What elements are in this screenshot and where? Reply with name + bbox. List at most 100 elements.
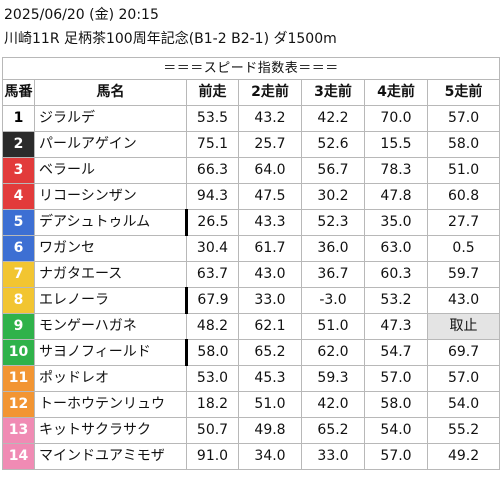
horse-number-cell: 9 bbox=[2, 313, 35, 340]
column-header-last-race: 前走 bbox=[186, 79, 239, 106]
horse-number-cell: 11 bbox=[2, 365, 35, 392]
speed-index-cell-4: 15.5 bbox=[364, 131, 428, 158]
horse-name-cell: ポッドレオ bbox=[34, 365, 187, 392]
speed-index-cell-1: 58.0 bbox=[186, 339, 239, 366]
table-row: 14 マインドユアミモザ 91.0 34.0 33.0 57.0 49.2 bbox=[2, 443, 501, 470]
speed-index-cell-5: 51.0 bbox=[426, 157, 501, 184]
speed-index-cell-4: 54.0 bbox=[364, 417, 428, 444]
horse-name-cell: リコーシンザン bbox=[34, 183, 187, 210]
table-row: 8 エレノーラ 67.9 33.0 -3.0 53.2 43.0 bbox=[2, 287, 501, 314]
table-row: 10 サヨノフィールド 58.0 65.2 62.0 54.7 69.7 bbox=[2, 339, 501, 366]
speed-index-cell-3: 33.0 bbox=[301, 443, 365, 470]
speed-index-cell-1: 50.7 bbox=[186, 417, 239, 444]
speed-index-cell-3: 52.6 bbox=[301, 131, 365, 158]
speed-index-cell-2: 51.0 bbox=[238, 391, 302, 418]
speed-index-cell-5: 43.0 bbox=[426, 287, 501, 314]
horse-number-cell: 6 bbox=[2, 235, 35, 262]
speed-index-cell-5: 59.7 bbox=[426, 261, 501, 288]
table-row: 6 ワガンセ 30.4 61.7 36.0 63.0 0.5 bbox=[2, 235, 501, 262]
speed-index-cell-4: 53.2 bbox=[364, 287, 428, 314]
speed-index-cell-5: 27.7 bbox=[426, 209, 501, 236]
column-header-horse-name: 馬名 bbox=[34, 79, 187, 106]
speed-index-cell-2: 61.7 bbox=[238, 235, 302, 262]
speed-index-cell-4: 78.3 bbox=[364, 157, 428, 184]
horse-number-cell: 3 bbox=[2, 157, 35, 184]
speed-index-cell-2: 47.5 bbox=[238, 183, 302, 210]
speed-index-cell-3: 59.3 bbox=[301, 365, 365, 392]
table-row: 2 パールアゲイン 75.1 25.7 52.6 15.5 58.0 bbox=[2, 131, 501, 158]
speed-index-cell-1: 26.5 bbox=[186, 209, 239, 236]
speed-index-cell-5: 60.8 bbox=[426, 183, 501, 210]
speed-index-cell-5: 0.5 bbox=[426, 235, 501, 262]
horse-name-cell: デアシュトゥルム bbox=[34, 209, 188, 236]
speed-index-cell-1: 67.9 bbox=[186, 287, 239, 314]
table-row: 11 ポッドレオ 53.0 45.3 59.3 57.0 57.0 bbox=[2, 365, 501, 392]
speed-index-cell-3: 52.3 bbox=[301, 209, 365, 236]
speed-index-cell-3: 42.0 bbox=[301, 391, 365, 418]
speed-index-cell-1: 75.1 bbox=[186, 131, 239, 158]
speed-index-cell-3: 36.0 bbox=[301, 235, 365, 262]
speed-index-cell-2: 43.3 bbox=[238, 209, 302, 236]
table-title: ＝＝＝スピード指数表＝＝＝ bbox=[1, 57, 501, 80]
speed-index-cell-2: 62.1 bbox=[238, 313, 302, 340]
horse-name-cell: ナガタエース bbox=[34, 261, 187, 288]
horse-name-cell: ジラルデ bbox=[34, 105, 187, 132]
speed-index-cell-3: -3.0 bbox=[301, 287, 365, 314]
speed-index-cell-3: 42.2 bbox=[301, 105, 365, 132]
speed-index-cell-4: 63.0 bbox=[364, 235, 428, 262]
speed-index-cell-3: 51.0 bbox=[301, 313, 365, 340]
table-row: 1 ジラルデ 53.5 43.2 42.2 70.0 57.0 bbox=[2, 105, 501, 132]
speed-index-cell-1: 48.2 bbox=[186, 313, 239, 340]
table-row: 12 トーホウテンリュウ 18.2 51.0 42.0 58.0 54.0 bbox=[2, 391, 501, 418]
speed-index-cell-3: 65.2 bbox=[301, 417, 365, 444]
table-row: 9 モンゲーハガネ 48.2 62.1 51.0 47.3 取止 bbox=[2, 313, 501, 340]
table-row: 13 キットサクラサク 50.7 49.8 65.2 54.0 55.2 bbox=[2, 417, 501, 444]
table-row: 7 ナガタエース 63.7 43.0 36.7 60.3 59.7 bbox=[2, 261, 501, 288]
speed-index-cell-2: 43.0 bbox=[238, 261, 302, 288]
table-header-row: 馬番 馬名 前走 2走前 3走前 4走前 5走前 bbox=[2, 79, 501, 106]
horse-number-cell: 5 bbox=[2, 209, 35, 236]
speed-index-table: ＝＝＝スピード指数表＝＝＝ 馬番 馬名 前走 2走前 3走前 4走前 5走前 1… bbox=[1, 57, 501, 470]
horse-name-cell: サヨノフィールド bbox=[34, 339, 188, 366]
speed-index-cell-3: 36.7 bbox=[301, 261, 365, 288]
speed-index-cell-2: 45.3 bbox=[238, 365, 302, 392]
speed-index-cell-5: 69.7 bbox=[426, 339, 501, 366]
column-header-number: 馬番 bbox=[2, 79, 35, 106]
speed-index-cell-4: 47.8 bbox=[364, 183, 428, 210]
horse-number-cell: 1 bbox=[2, 105, 35, 132]
column-header-3-races-ago: 3走前 bbox=[301, 79, 365, 106]
speed-index-cell-3: 30.2 bbox=[301, 183, 365, 210]
speed-index-cell-1: 30.4 bbox=[186, 235, 239, 262]
horse-name-cell: マインドユアミモザ bbox=[34, 443, 187, 470]
speed-index-cell-2: 34.0 bbox=[238, 443, 302, 470]
speed-index-cell-1: 91.0 bbox=[186, 443, 239, 470]
speed-index-cell-1: 94.3 bbox=[186, 183, 239, 210]
horse-number-cell: 14 bbox=[2, 443, 35, 470]
speed-index-cell-4: 57.0 bbox=[364, 365, 428, 392]
horse-name-cell: ワガンセ bbox=[34, 235, 187, 262]
horse-number-cell: 12 bbox=[2, 391, 35, 418]
speed-index-cell-5: 57.0 bbox=[426, 365, 501, 392]
column-header-5-races-ago: 5走前 bbox=[426, 79, 501, 106]
horse-number-cell: 8 bbox=[2, 287, 35, 314]
horse-name-cell: パールアゲイン bbox=[34, 131, 187, 158]
horse-name-cell: ベラール bbox=[34, 157, 187, 184]
speed-index-cell-4: 54.7 bbox=[364, 339, 428, 366]
speed-index-cell-2: 33.0 bbox=[238, 287, 302, 314]
speed-index-cell-2: 49.8 bbox=[238, 417, 302, 444]
speed-index-cell-2: 64.0 bbox=[238, 157, 302, 184]
horse-name-cell: トーホウテンリュウ bbox=[34, 391, 187, 418]
speed-index-cell-3: 56.7 bbox=[301, 157, 365, 184]
horse-number-cell: 10 bbox=[2, 339, 35, 366]
horse-number-cell: 7 bbox=[2, 261, 35, 288]
horse-name-cell: エレノーラ bbox=[34, 287, 188, 314]
column-header-4-races-ago: 4走前 bbox=[364, 79, 428, 106]
speed-index-cell-1: 53.5 bbox=[186, 105, 239, 132]
horse-number-cell: 2 bbox=[2, 131, 35, 158]
speed-index-cell-5: 58.0 bbox=[426, 131, 501, 158]
speed-index-cell-1: 66.3 bbox=[186, 157, 239, 184]
speed-index-cell-5: 57.0 bbox=[426, 105, 501, 132]
table-row: 3 ベラール 66.3 64.0 56.7 78.3 51.0 bbox=[2, 157, 501, 184]
speed-index-cell-5: 55.2 bbox=[426, 417, 501, 444]
